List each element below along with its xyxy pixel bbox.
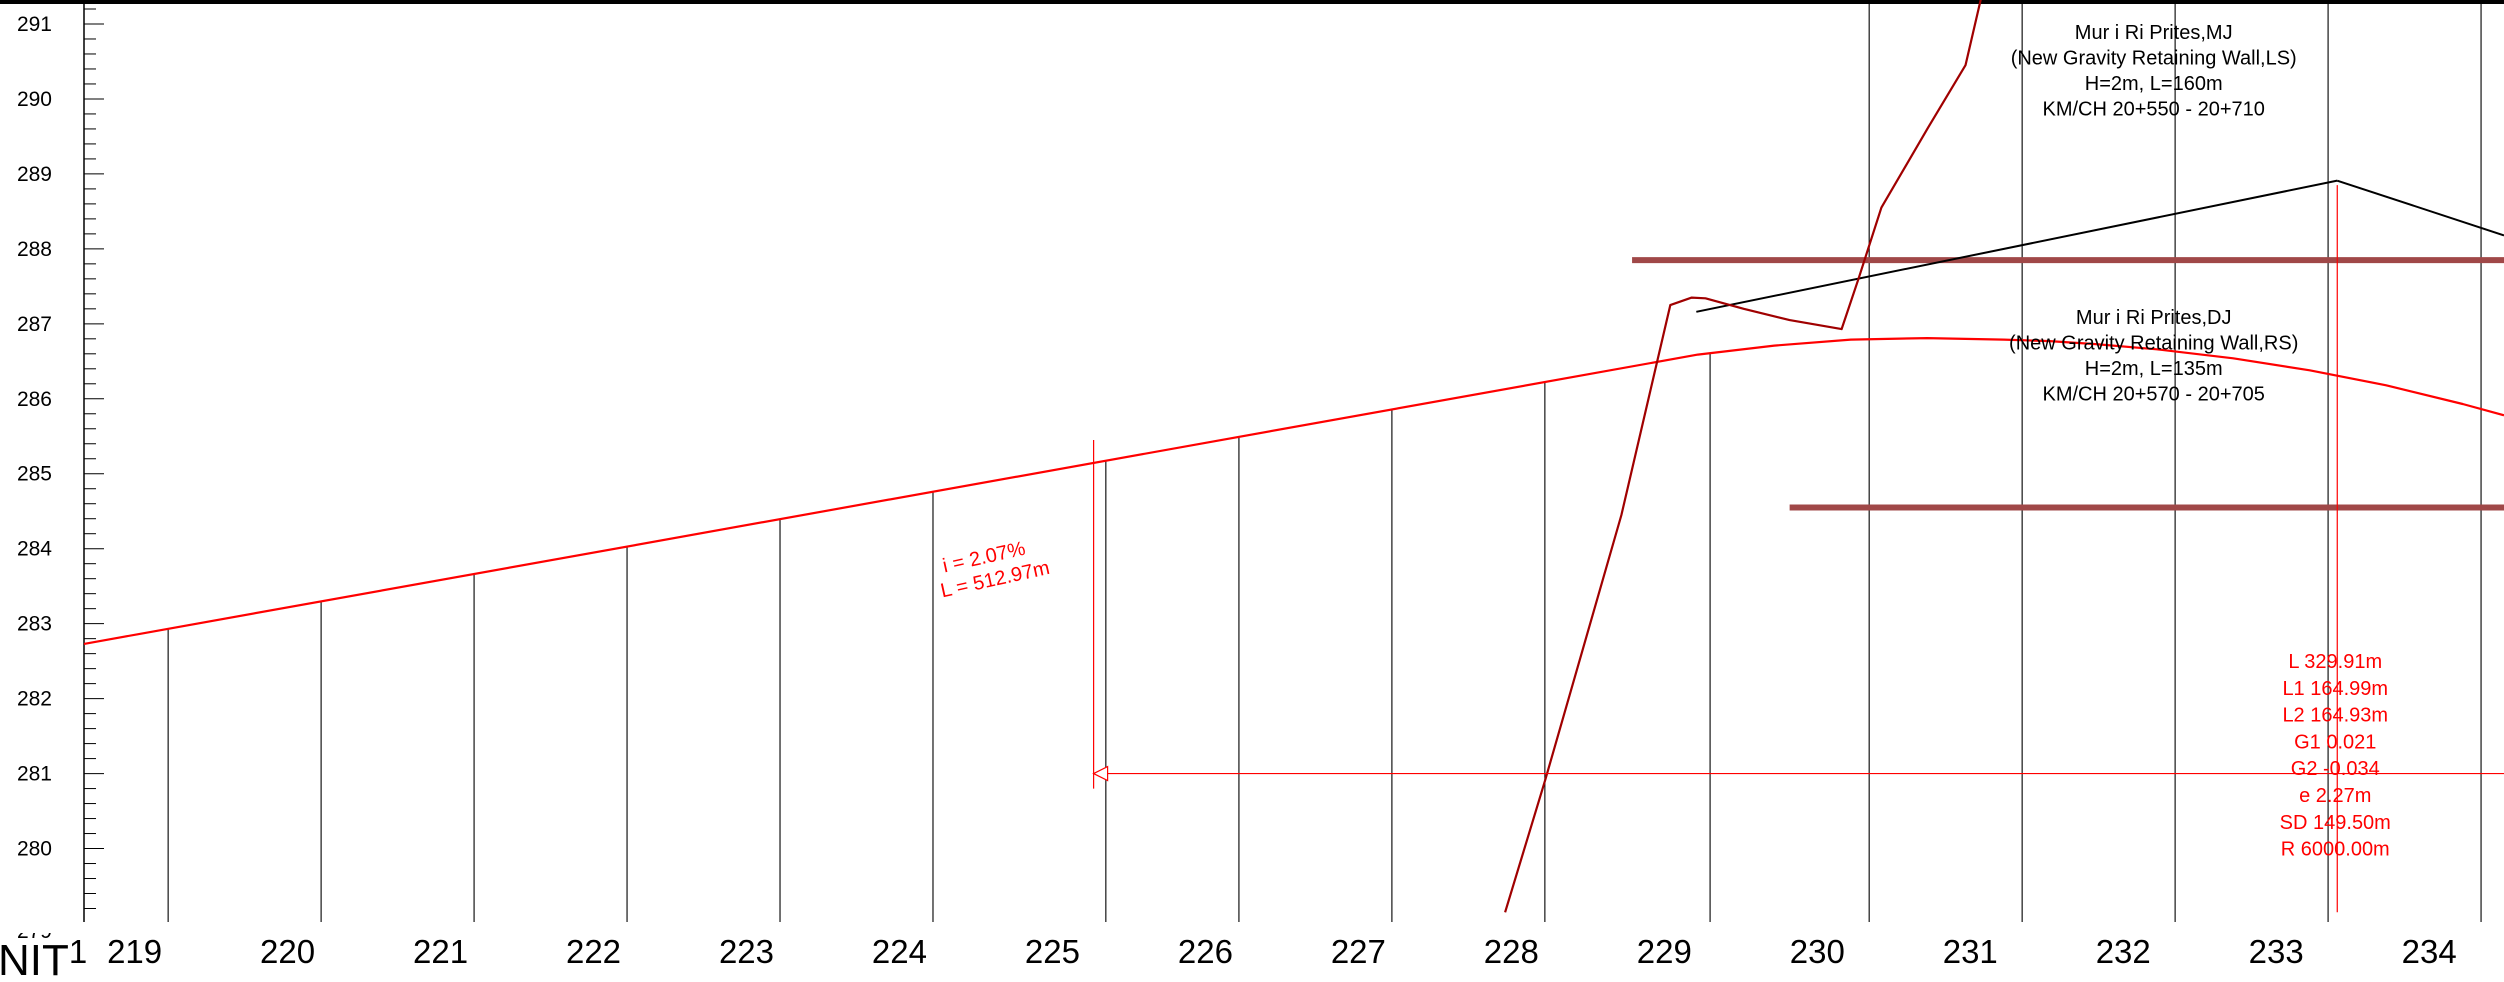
vc-arrow-head <box>1092 765 1109 782</box>
wall-1-label-line-0: Mur i Ri Prites,DJ <box>2076 307 2232 329</box>
wall-1-label-line-2: H=2m, L=135m <box>2085 358 2223 380</box>
annotations: Mur i Ri Prites,MJ (New Gravity Retaining… <box>939 22 2391 861</box>
grade-segment-0 <box>1696 179 2338 313</box>
vc-label-line-2: L2 164.93m <box>2282 705 2388 727</box>
ground-line <box>1504 0 1982 913</box>
wall-0-label-line-1: (New Gravity Retaining Wall,LS) <box>2011 47 2297 69</box>
x-tick-label-10: 229 <box>1637 933 1692 970</box>
y-tick-label-12: 291 <box>17 13 52 36</box>
grade-label: i = 2.07%L = 512.97m <box>939 538 1052 603</box>
x-tick-label-15: 234 <box>2402 933 2457 970</box>
x-tick-label-4: 223 <box>719 933 774 970</box>
x-tick-label-12: 231 <box>1943 933 1998 970</box>
vc-label-line-0: L 329.91m <box>2288 651 2382 673</box>
y-tick-label-2: 281 <box>17 763 52 786</box>
vc-label-line-4: G2 -0.034 <box>2291 758 2380 780</box>
corner-label: NIT <box>0 936 69 982</box>
x-tick-label-1: 220 <box>260 933 315 970</box>
vc-label-line-1: L1 164.99m <box>2282 678 2388 700</box>
x-tick-label-14: 233 <box>2249 933 2304 970</box>
drawing-frame <box>0 0 2504 922</box>
wall-1-label-line-3: KM/CH 20+570 - 20+705 <box>2043 383 2265 405</box>
vc-label-line-5: e 2.27m <box>2299 785 2371 807</box>
x-tick-label-3: 222 <box>566 933 621 970</box>
x-tick-label-11: 230 <box>1790 933 1845 970</box>
x-tick-label-13: 232 <box>2096 933 2151 970</box>
wall-1-label-line-1: (New Gravity Retaining Wall,RS) <box>2009 332 2298 354</box>
y-tick-label-10: 289 <box>17 163 52 186</box>
chainage-axis: 219 220 221 222 223 224 225 226 227 228 229 230 231 2… <box>0 933 2457 982</box>
station-lines <box>167 0 2482 922</box>
vertical-curve <box>1092 185 2504 913</box>
y-tick-label-9: 288 <box>17 238 52 261</box>
x-tick-label-2: 221 <box>413 933 468 970</box>
wall-0-label-line-0: Mur i Ri Prites,MJ <box>2075 22 2233 44</box>
x-tick-label-7: 226 <box>1178 933 1233 970</box>
x-tick-label-9: 228 <box>1484 933 1539 970</box>
y-label-mask <box>0 923 80 933</box>
x-tick-fragment: 1 <box>69 933 87 970</box>
y-tick-label-8: 287 <box>17 313 52 336</box>
y-tick-label-1: 280 <box>17 838 52 861</box>
y-tick-label-4: 283 <box>17 613 52 636</box>
vc-label-line-3: G1 0.021 <box>2294 731 2376 753</box>
x-tick-label-8: 227 <box>1331 933 1386 970</box>
x-tick-label-0: 219 <box>107 933 162 970</box>
vc-label-line-6: SD 149.50m <box>2280 812 2391 834</box>
y-tick-label-5: 284 <box>17 538 52 561</box>
x-tick-label-5: 224 <box>872 933 927 970</box>
y-tick-label-3: 282 <box>17 688 52 711</box>
y-tick-label-7: 286 <box>17 388 52 411</box>
wall-0-label-line-3: KM/CH 20+550 - 20+710 <box>2043 98 2265 120</box>
grade-segment-1 <box>2336 179 2504 237</box>
y-tick-label-11: 290 <box>17 88 52 111</box>
retaining-walls <box>1632 257 2504 511</box>
design-grade-line <box>83 337 2504 645</box>
vc-label-line-7: R 6000.00m <box>2281 839 2390 861</box>
profile-series <box>83 0 2504 913</box>
grade-lines <box>1696 179 2504 313</box>
elevation-axis: 279280281282283284285286287288289290291 <box>0 8 104 943</box>
wall-0-label-line-2: H=2m, L=160m <box>2085 73 2223 95</box>
x-tick-label-6: 225 <box>1025 933 1080 970</box>
y-tick-label-6: 285 <box>17 463 52 486</box>
